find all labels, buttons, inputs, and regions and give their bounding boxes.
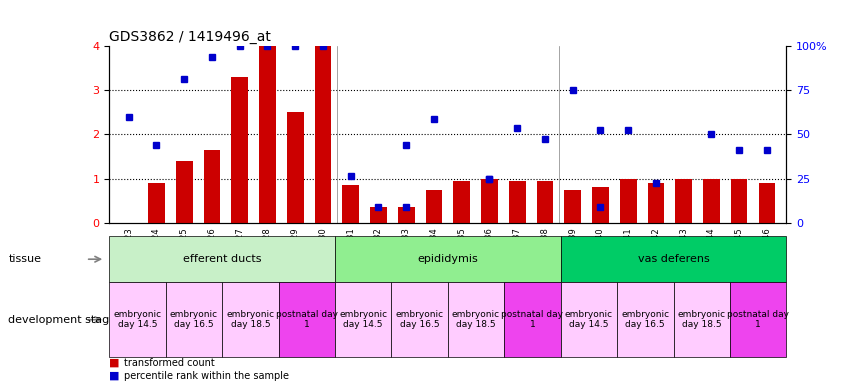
Bar (315, 46, 331, 223)
Bar (703, 179, 720, 223)
Bar (176, 161, 193, 223)
Text: ■: ■ (109, 358, 119, 368)
Text: embryonic
day 18.5: embryonic day 18.5 (452, 310, 500, 329)
Bar (342, 185, 359, 223)
Text: embryonic
day 14.5: embryonic day 14.5 (565, 310, 613, 329)
Text: tissue: tissue (8, 254, 41, 264)
Text: percentile rank within the sample: percentile rank within the sample (124, 371, 289, 381)
Bar (648, 183, 664, 223)
Text: ■: ■ (109, 371, 119, 381)
Bar (537, 181, 553, 223)
Text: embryonic
day 14.5: embryonic day 14.5 (114, 310, 161, 329)
Bar (453, 181, 470, 223)
Text: embryonic
day 16.5: embryonic day 16.5 (621, 310, 669, 329)
Text: GDS3862 / 1419496_at: GDS3862 / 1419496_at (109, 30, 271, 44)
Text: postnatal day
1: postnatal day 1 (276, 310, 338, 329)
Bar (481, 179, 498, 223)
Bar (592, 187, 609, 223)
Bar (509, 181, 526, 223)
Bar (370, 207, 387, 223)
Bar (759, 183, 775, 223)
Text: vas deferens: vas deferens (637, 254, 709, 264)
Text: transformed count: transformed count (124, 358, 215, 368)
Bar (231, 77, 248, 223)
Bar (675, 179, 692, 223)
Text: embryonic
day 16.5: embryonic day 16.5 (395, 310, 444, 329)
Text: development stage: development stage (8, 314, 117, 325)
Text: embryonic
day 18.5: embryonic day 18.5 (226, 310, 274, 329)
Bar (148, 183, 165, 223)
Text: embryonic
day 18.5: embryonic day 18.5 (678, 310, 726, 329)
Text: efferent ducts: efferent ducts (182, 254, 262, 264)
Text: epididymis: epididymis (417, 254, 479, 264)
Text: embryonic
day 14.5: embryonic day 14.5 (339, 310, 387, 329)
Bar (620, 179, 637, 223)
Bar (287, 112, 304, 223)
Text: embryonic
day 16.5: embryonic day 16.5 (170, 310, 218, 329)
Bar (398, 207, 415, 223)
Text: postnatal day
1: postnatal day 1 (727, 310, 789, 329)
Bar (564, 190, 581, 223)
Text: postnatal day
1: postnatal day 1 (501, 310, 563, 329)
Bar (426, 190, 442, 223)
Bar (204, 150, 220, 223)
Bar (259, 46, 276, 223)
Bar (731, 179, 748, 223)
